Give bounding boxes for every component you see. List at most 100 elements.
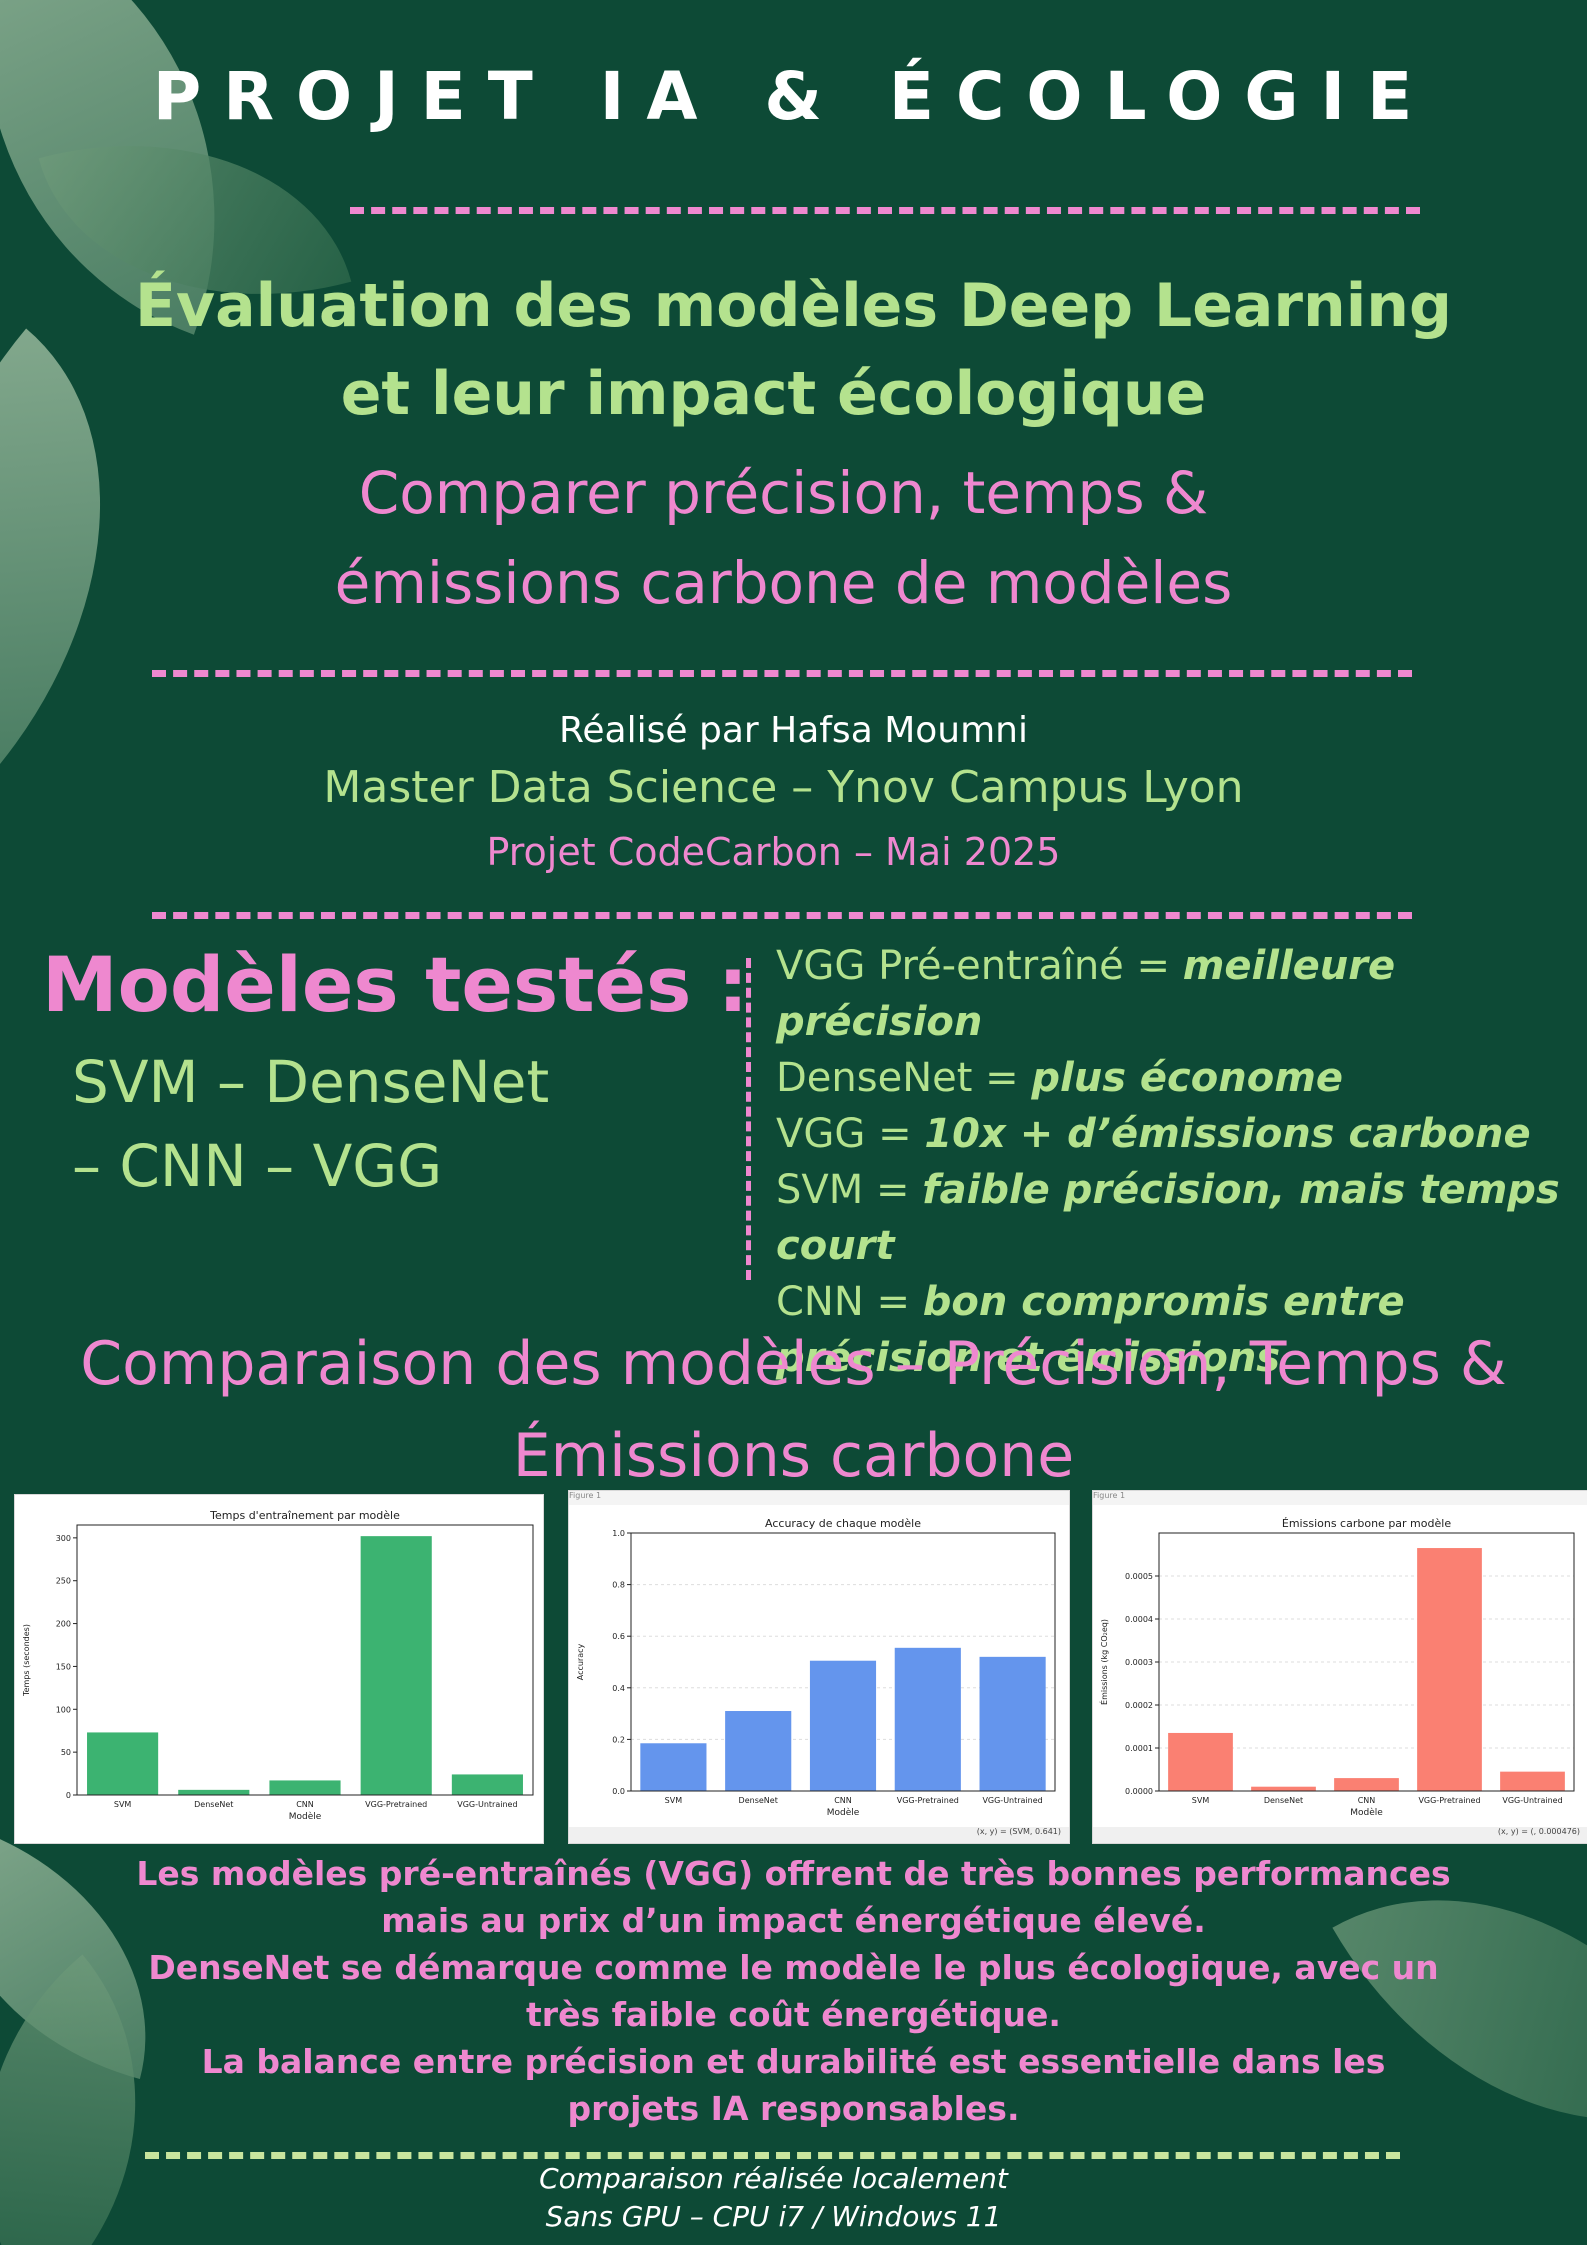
divider-top	[350, 207, 1420, 214]
program-line: Master Data Science – Ynov Campus Lyon	[323, 762, 1244, 813]
comparison-heading-line-2: Émissions carbone	[512, 1421, 1075, 1491]
plot-frame	[76, 1524, 534, 1796]
bar	[451, 1774, 523, 1795]
x-tick-label: VGG-Untrained	[1502, 1796, 1562, 1805]
models-list: SVM – DenseNet – CNN – VGG	[72, 1040, 712, 1208]
footer-note: Comparaison réalisée localement Sans GPU…	[0, 2160, 1567, 2236]
plot-frame	[1158, 1532, 1575, 1792]
chart-emissions: Figure 1 Émissions carbone par modèle 0.0…	[1092, 1490, 1587, 1844]
conclusion-line: La balance entre précision et durabilité…	[201, 2042, 1386, 2081]
divider-2	[152, 670, 1412, 677]
y-tick-label: 300	[56, 1534, 71, 1543]
chart-training-time-svg: Temps d'entraînement par modèle 0 50 100 150…	[22, 1509, 534, 1822]
y-tick-label: 200	[56, 1620, 71, 1629]
x-tick-label: SVM	[665, 1796, 683, 1805]
chart-emissions-svg: Émissions carbone par modèle 0.0000 0.0001…	[1098, 1517, 1575, 1818]
plot-frame	[630, 1532, 1056, 1792]
conclusion-line: Les modèles pré-entraînés (VGG) offrent …	[136, 1854, 1451, 1893]
figure-toolbar[interactable]: (x, y) = (SVM, 0.641)	[569, 1827, 1069, 1843]
models-list-line-1: SVM – DenseNet	[72, 1048, 550, 1116]
conclusion-line: très faible coût énergétique.	[526, 1995, 1061, 2034]
subtitle-line-2: et leur impact écologique	[340, 359, 1207, 429]
figure-window-titlebar: Figure 1	[569, 1491, 1069, 1505]
bar	[725, 1711, 792, 1791]
finding-value: bon compromis entre précision et émissio…	[776, 1279, 1405, 1381]
y-tick-label: 0.0001	[1125, 1744, 1153, 1753]
findings-list: VGG Pré-entraîné = meilleure précision D…	[776, 938, 1587, 1386]
y-tick-label: 1.0	[612, 1529, 625, 1538]
bar	[1168, 1732, 1233, 1791]
y-tick-label: 0.0003	[1125, 1658, 1153, 1667]
models-heading: Modèles testés :	[42, 940, 749, 1029]
x-tick-label: DenseNet	[1264, 1796, 1303, 1805]
x-tick-label: VGG-Untrained	[982, 1796, 1042, 1805]
footer-line-1: Comparaison réalisée localement	[539, 2162, 1008, 2195]
comparison-heading-line-1: Comparaison des modèles – Précision, Tem…	[80, 1329, 1507, 1399]
bar	[809, 1660, 877, 1791]
figure-window-title: Figure 1	[569, 1491, 602, 1500]
author-line: Réalisé par Hafsa Moumni	[559, 710, 1028, 751]
bar	[360, 1536, 432, 1795]
y-tick-label: 0.0005	[1125, 1572, 1153, 1581]
y-tick-label: 0.0004	[1125, 1615, 1153, 1624]
chart-title: Temps d'entraînement par modèle	[209, 1509, 400, 1522]
subtitle-line-1: Évaluation des modèles Deep Learning	[135, 271, 1452, 341]
bar	[979, 1656, 1046, 1791]
findings-vertical-divider	[746, 958, 751, 1280]
figure-window-titlebar: Figure 1	[1093, 1491, 1587, 1505]
bar	[640, 1743, 707, 1791]
x-tick-label: CNN	[1358, 1796, 1376, 1805]
x-tick-label: SVM	[114, 1800, 132, 1809]
y-tick-label: 0.6	[612, 1632, 625, 1641]
y-tick-label: 0.0002	[1125, 1701, 1153, 1710]
tagline-line-2: émissions carbone de modèles	[334, 549, 1233, 617]
x-tick-label: VGG-Untrained	[457, 1800, 517, 1809]
x-tick-label: VGG-Pretrained	[365, 1800, 427, 1809]
conclusion-line: mais au prix d’un impact énergétique éle…	[381, 1901, 1206, 1940]
y-axis-label: Temps (secondes)	[22, 1624, 31, 1697]
bar	[269, 1780, 341, 1795]
y-tick-label: 0.0000	[1125, 1787, 1153, 1796]
figure-toolbar[interactable]: (x, y) = (, 0.000476)	[1093, 1827, 1587, 1843]
x-axis-label: Modèle	[289, 1811, 322, 1822]
finding-item: CNN = bon compromis entre précision et é…	[776, 1274, 1587, 1386]
bar	[1500, 1771, 1565, 1791]
cursor-readout: (x, y) = (SVM, 0.641)	[976, 1827, 1061, 1836]
tagline-line-1: Comparer précision, temps &	[358, 459, 1209, 527]
finding-value: meilleure précision	[776, 943, 1396, 1045]
finding-label: VGG =	[776, 1111, 925, 1157]
bar	[178, 1789, 250, 1795]
y-tick-label: 0.0	[612, 1787, 625, 1796]
x-tick-label: DenseNet	[194, 1800, 233, 1809]
poster-title: PROJET IA & ÉCOLOGIE	[152, 58, 1435, 135]
project-line: Projet CodeCarbon – Mai 2025	[486, 830, 1061, 874]
bar	[1251, 1786, 1316, 1791]
chart-accuracy: Figure 1 Accuracy de chaque modèle 0.0 0.2…	[568, 1490, 1070, 1844]
finding-item: VGG Pré-entraîné = meilleure précision	[776, 938, 1587, 1050]
bar	[1334, 1778, 1399, 1791]
finding-value: plus économe	[1031, 1055, 1344, 1101]
x-axis-label: Modèle	[1350, 1807, 1383, 1818]
chart-title: Émissions carbone par modèle	[1282, 1517, 1451, 1530]
finding-value: faible précision, mais temps court	[776, 1167, 1560, 1269]
conclusion-line: DenseNet se démarque comme le modèle le …	[148, 1948, 1439, 1987]
y-tick-label: 0.8	[612, 1581, 625, 1590]
chart-title: Accuracy de chaque modèle	[765, 1517, 921, 1530]
conclusion-text: Les modèles pré-entraînés (VGG) offrent …	[0, 1850, 1587, 2132]
y-tick-label: 50	[61, 1748, 71, 1757]
finding-label: SVM =	[776, 1167, 923, 1213]
footer-line-2: Sans GPU – CPU i7 / Windows 11	[545, 2200, 1002, 2233]
y-axis-label: Émissions (kg CO₂eq)	[1098, 1619, 1109, 1705]
x-tick-label: VGG-Pretrained	[1418, 1796, 1480, 1805]
bar	[1417, 1548, 1482, 1791]
finding-label: DenseNet =	[776, 1055, 1032, 1101]
x-axis-label: Modèle	[827, 1807, 860, 1818]
chart-accuracy-svg: Accuracy de chaque modèle 0.0 0.2 0.4 0.6 0.8…	[576, 1517, 1056, 1818]
x-tick-label: SVM	[1192, 1796, 1210, 1805]
bar	[894, 1647, 961, 1791]
models-list-line-2: – CNN – VGG	[72, 1132, 443, 1200]
finding-label: CNN =	[776, 1279, 923, 1325]
divider-bottom	[145, 2152, 1400, 2159]
y-tick-label: 150	[56, 1662, 71, 1671]
